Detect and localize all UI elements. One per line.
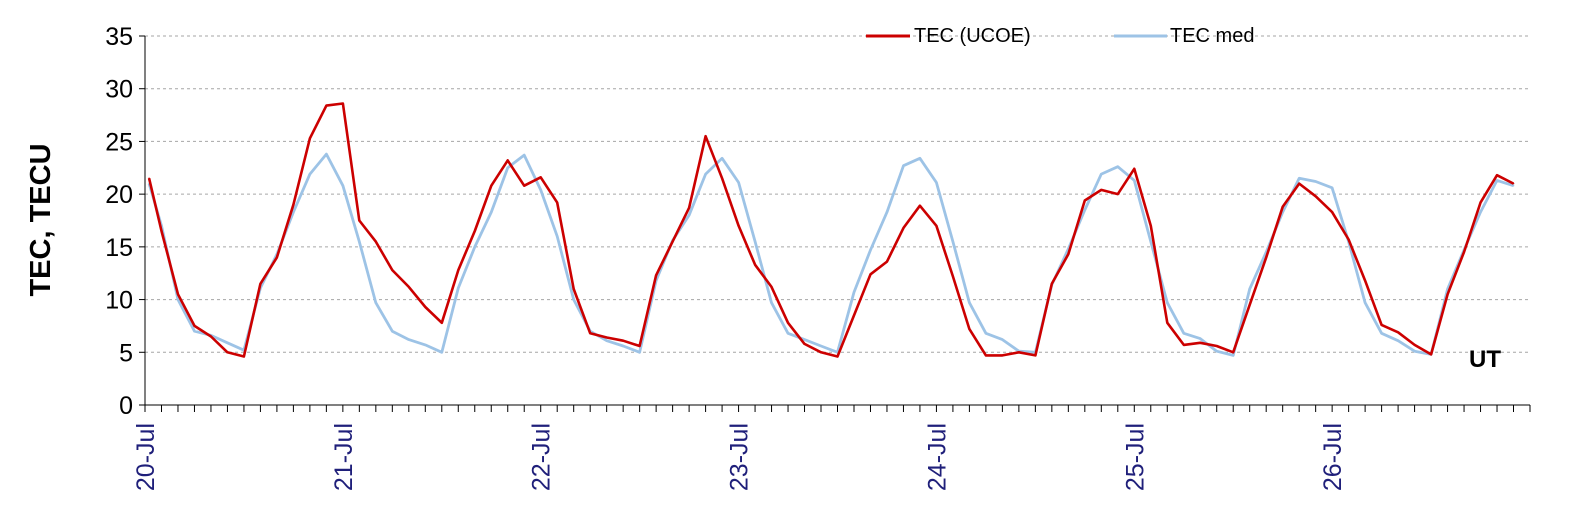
data-point-tec-med [1397, 339, 1399, 342]
axes [139, 35, 1531, 412]
y-tick-label: 35 [105, 23, 133, 51]
legend-label-tec-med: TEC med [1170, 25, 1254, 47]
data-point-tec-med [1215, 350, 1218, 353]
ut-annotation: UT [1469, 346, 1501, 373]
series-line-tec-ucoe [147, 102, 1515, 358]
data-point-tec-med [292, 211, 295, 213]
data-point-tec-med [1512, 184, 1515, 187]
data-point-tec-med [1199, 337, 1201, 340]
legend-label-tec-ucoe: TEC (UCOE) [914, 25, 1031, 47]
data-point-tec-med [1100, 173, 1103, 175]
x-tick-label: 24-Jul [923, 423, 951, 491]
data-point-tec-med [1248, 288, 1251, 290]
data-point-tec-med [1496, 179, 1498, 182]
data-point-tec-med [1183, 332, 1185, 335]
data-point-tec-med [968, 301, 971, 304]
data-point-tec-med [605, 339, 608, 342]
data-point-tec-med [177, 298, 179, 301]
data-point-tec-med [1166, 301, 1169, 304]
data-point-tec-med [539, 189, 542, 191]
data-point-tec-med [820, 345, 822, 347]
y-tick-label: 5 [119, 339, 133, 367]
data-point-tec-med [375, 301, 377, 304]
y-axis-label: TEC, TECU [25, 143, 57, 296]
data-point-tec-med [919, 157, 921, 160]
data-point-tec-med [688, 214, 690, 216]
data-point-tec-med [391, 330, 394, 333]
data-point-tec-med [803, 338, 806, 341]
data-point-tec-med [457, 287, 460, 289]
grid-lines [145, 35, 1530, 353]
data-point-tec-med [424, 344, 427, 346]
y-tick-label: 15 [105, 234, 133, 262]
data-point-tec-med [358, 240, 361, 243]
data-point-tec-med [638, 351, 641, 354]
data-point-tec-med [490, 211, 493, 213]
data-point-tec-med [193, 330, 196, 333]
data-point-tec-med [704, 173, 707, 175]
data-point-tec-med [1001, 338, 1004, 341]
data-point-tec-med [506, 167, 509, 169]
data-point-tec-med [902, 164, 905, 167]
y-tick-label: 0 [119, 392, 133, 420]
data-point-tec-med [1479, 211, 1482, 213]
data-point-tec-med [737, 181, 740, 184]
data-point-tec-med [556, 235, 558, 238]
y-tick-label: 30 [105, 76, 133, 104]
y-tick-label: 10 [105, 287, 133, 315]
data-point-tec-med [1298, 177, 1300, 180]
data-point-tec-med [1232, 354, 1234, 357]
data-point-tec-med [342, 184, 344, 187]
data-point-tec-med [1380, 332, 1383, 335]
data-point-tec-med [226, 342, 229, 344]
x-tick-label: 20-Jul [132, 423, 160, 491]
data-point-tec-med [572, 298, 575, 301]
data-point-tec-med [985, 332, 987, 335]
tick-labels: 0 5 10 15 20 25 30 35 20-Jul 21-Jul 22-Jul 23-Jul 24… [105, 23, 1347, 491]
series-lines [147, 102, 1515, 358]
data-point-tec-med [474, 246, 476, 248]
data-point-tec-med [754, 240, 756, 243]
data-point-tec-med [408, 338, 410, 341]
series-line-tec-med [147, 152, 1514, 357]
data-point-tec-med [787, 332, 789, 335]
x-tick-label: 25-Jul [1121, 423, 1149, 491]
data-point-tec-med [1117, 165, 1119, 168]
data-point-tec-med [869, 249, 872, 251]
data-point-tec-med [1150, 240, 1152, 243]
data-point-tec-med [622, 345, 624, 347]
data-point-tec-med [325, 153, 328, 155]
data-point-tec-med [952, 240, 954, 243]
data-point-tec-med [1314, 180, 1317, 183]
data-point-tec-med [309, 173, 311, 175]
data-point-tec-med [770, 301, 773, 304]
data-point-tec-med [1331, 187, 1333, 189]
data-point-tec-med [1446, 288, 1449, 290]
data-point-tec-med [1364, 301, 1366, 304]
y-tick-label: 20 [105, 181, 133, 209]
y-tick-label: 25 [105, 128, 133, 156]
x-tick-label: 22-Jul [528, 423, 556, 491]
x-tick-label: 26-Jul [1319, 423, 1347, 491]
data-point-tec-med [935, 181, 938, 184]
data-point-tec-med [886, 211, 888, 213]
data-point-tec-med [721, 157, 723, 160]
legend: TEC (UCOE) TEC med [866, 25, 1254, 47]
data-point-tec-med [1133, 179, 1136, 182]
data-point-tec-med [523, 154, 525, 156]
data-point-tec-med [1413, 350, 1416, 353]
data-point-tec-med [1084, 209, 1086, 211]
data-point-tec-med [853, 291, 855, 294]
x-tick-label: 21-Jul [330, 423, 358, 491]
x-tick-label: 23-Jul [726, 423, 754, 491]
data-point-tec-med [441, 351, 443, 354]
